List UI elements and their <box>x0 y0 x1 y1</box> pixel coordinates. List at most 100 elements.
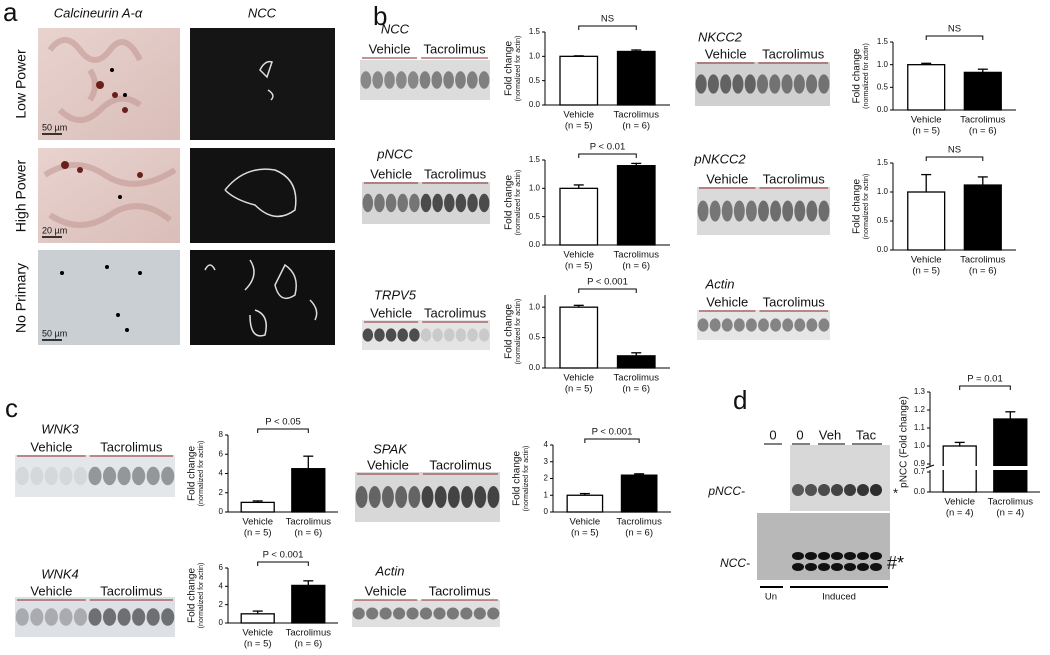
blot-band <box>709 200 721 222</box>
y-axis-label: Fold change <box>504 175 515 230</box>
y-axis-label: pNCC (Fold change) <box>899 396 910 488</box>
bar <box>240 501 275 513</box>
blot-label: pNKCC2 <box>693 151 746 166</box>
blot-band <box>745 200 757 222</box>
blot-band <box>397 193 408 213</box>
significance-bracket <box>584 438 640 443</box>
bar <box>616 165 656 246</box>
x-tick-label: Vehicle <box>563 373 594 384</box>
blot-band <box>374 328 385 342</box>
axis-break <box>926 466 1036 470</box>
blot-band <box>443 71 454 89</box>
scale-bar <box>42 133 62 341</box>
blot-band <box>844 552 856 560</box>
blot-band <box>117 608 131 626</box>
group-label: Tacrolimus <box>762 46 825 61</box>
x-tick-sublabel: (n = 5) <box>571 528 599 539</box>
blot-band <box>419 71 431 89</box>
blot-band <box>805 563 817 571</box>
blot-band <box>478 71 490 89</box>
x-tick-label: Vehicle <box>242 517 273 528</box>
y-axis-label: Fold change <box>852 48 863 103</box>
blot-band <box>721 318 733 332</box>
blot-band <box>720 74 732 94</box>
lane-label: Veh <box>819 427 841 442</box>
blot-band <box>355 486 368 508</box>
group-label: Vehicle <box>30 439 72 454</box>
blot-band <box>831 563 843 571</box>
significance-label: P < 0.05 <box>265 417 300 428</box>
y-tick-label: 0.7 <box>914 467 926 476</box>
blot-band <box>406 607 419 620</box>
significance-label: NS <box>601 14 614 25</box>
group-label: Tacrolimus <box>763 171 826 186</box>
blot-band <box>366 607 379 620</box>
blot-band <box>44 466 58 486</box>
x-tick-sublabel: (n = 5) <box>244 528 272 539</box>
x-tick-sublabel: (n = 6) <box>625 528 653 539</box>
bar <box>559 187 599 246</box>
significance-bracket <box>257 561 309 566</box>
y-tick-label: 0.0 <box>877 105 889 114</box>
band-marker: #* <box>887 553 904 573</box>
bar <box>616 355 656 369</box>
x-tick-sublabel: (n = 6) <box>622 384 650 395</box>
blot-band <box>467 193 478 213</box>
group-label: Vehicle <box>370 166 412 181</box>
blot-band <box>805 484 817 496</box>
bar <box>291 584 326 624</box>
bar <box>559 306 599 369</box>
y-axis-sublabel: (normalized for actin) <box>515 299 522 365</box>
blot-band <box>792 563 804 571</box>
group-label: Vehicle <box>705 46 747 61</box>
blot-band <box>697 200 709 222</box>
blot-band <box>806 318 818 332</box>
scale-label: 50 µm <box>42 122 67 132</box>
blot-band <box>857 484 869 496</box>
y-tick-label: 0.0 <box>877 245 889 254</box>
blot-band <box>409 328 420 342</box>
lane-label: Tac <box>856 427 877 442</box>
x-tick-label: Tacrolimus <box>286 517 332 528</box>
group-label: Tacrolimus <box>429 457 492 472</box>
row-label: High Power <box>13 159 29 232</box>
y-tick-label: 0 <box>544 507 549 516</box>
blot-band <box>792 552 804 560</box>
blot-band <box>447 486 460 508</box>
y-tick-label: 1.5 <box>529 155 541 164</box>
y-tick-label: 1.5 <box>877 37 889 46</box>
x-tick-sublabel: (n = 5) <box>912 126 940 137</box>
significance-bracket <box>925 156 984 161</box>
blot-band <box>397 328 408 342</box>
bar <box>907 64 946 111</box>
row-label: Low Power <box>13 49 29 119</box>
y-axis-label: Fold change <box>852 179 863 234</box>
bar <box>566 494 604 513</box>
blot-band <box>733 318 745 332</box>
blot-band <box>844 484 856 496</box>
y-tick-label: 1.1 <box>914 423 926 432</box>
y-tick-label: 3 <box>544 457 549 466</box>
blot-band <box>385 193 397 213</box>
x-tick-sublabel: (n = 4) <box>946 508 974 519</box>
blot-band <box>432 193 443 213</box>
blot-band <box>781 74 793 94</box>
significance-bracket <box>578 288 637 293</box>
significance-bracket <box>925 35 984 40</box>
break-mark <box>925 464 935 469</box>
significance-label: NS <box>948 24 961 35</box>
group-label: Vehicle <box>706 171 748 186</box>
micrograph <box>38 250 180 345</box>
group-label: Tacrolimus <box>423 41 486 56</box>
blot-label: NCC <box>381 21 410 36</box>
significance-bracket <box>959 385 1011 390</box>
blot-band <box>818 552 830 560</box>
blot-band <box>73 466 87 486</box>
row-label: NCC- <box>720 556 750 570</box>
blot-band <box>73 608 87 626</box>
blot-band <box>433 607 446 620</box>
significance-label: NS <box>948 145 961 156</box>
panel-letter: b <box>373 1 387 31</box>
blot-band <box>368 486 381 508</box>
